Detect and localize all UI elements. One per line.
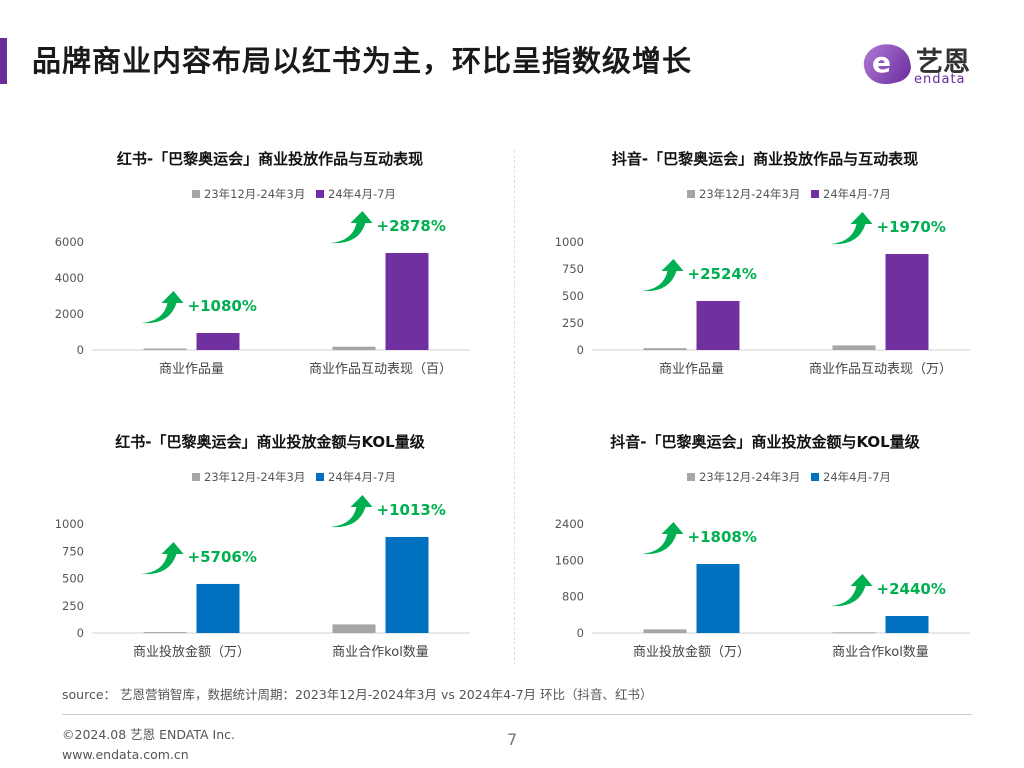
growth-annotation: +1808% [688,528,757,546]
y-tick-label: 0 [77,626,84,640]
x-category-label: 商业作品量 [159,362,224,377]
copyright: ©2024.08 艺恩 ENDATA Inc. [62,727,236,742]
bar [385,536,429,633]
bar [143,348,187,350]
y-tick-label: 250 [62,599,84,613]
bar [332,624,376,633]
x-category-label: 商业作品量 [659,362,724,377]
legend-label: 23年12月-24年3月 [699,187,800,201]
y-tick-label: 750 [62,544,84,558]
growth-annotation: +2878% [377,217,446,235]
legend-swatch [687,190,695,198]
legend-label: 24年4月-7月 [328,470,396,484]
bar [643,629,687,633]
panel-divider [514,150,515,665]
legend-swatch [811,190,819,198]
growth-annotation: +1080% [188,297,257,315]
chart-title: 红书-「巴黎奥运会」商业投放作品与互动表现 [117,150,423,168]
trend-arrow-icon [830,574,873,607]
y-tick-label: 250 [562,316,584,330]
y-tick-label: 0 [577,343,584,357]
page-title: 品牌商业内容布局以红书为主，环比呈指数级增长 [32,44,693,78]
bar [196,583,240,633]
legend-label: 23年12月-24年3月 [204,187,305,201]
bar [885,616,929,633]
y-tick-label: 2000 [55,307,84,321]
bar [143,632,187,634]
legend-label: 24年4月-7月 [823,187,891,201]
x-category-label: 商业合作kol数量 [332,645,429,660]
y-tick-label: 6000 [55,235,84,249]
legend-label: 23年12月-24年3月 [699,470,800,484]
title-accent-bar [0,38,7,84]
growth-annotation: +5706% [188,548,257,566]
x-category-label: 商业作品互动表现（百） [309,362,452,377]
website-link[interactable]: www.endata.com.cn [62,747,189,762]
growth-annotation: +1970% [877,218,946,236]
trend-arrow-icon [141,541,184,575]
bar [832,632,876,634]
bar [332,346,376,350]
y-tick-label: 4000 [55,271,84,285]
bar [885,253,929,350]
legend-label: 24年4月-7月 [328,187,396,201]
x-category-label: 商业投放金额（万） [133,644,250,660]
y-tick-label: 1600 [555,553,584,567]
bar [385,252,429,350]
legend-swatch [316,473,324,481]
logo-letter: e [872,46,891,79]
trend-arrow-icon [330,494,373,528]
x-category-label: 商业作品互动表现（万） [809,362,952,377]
growth-annotation: +2440% [877,580,946,598]
chart-title: 抖音-「巴黎奥运会」商业投放金额与KOL量级 [610,433,920,451]
trend-arrow-icon [830,211,873,245]
logo-en-text: endata [914,72,966,87]
y-tick-label: 1000 [555,235,584,249]
growth-annotation: +2524% [688,265,757,283]
endata-logo: e 艺恩 endata [860,39,988,90]
page-number: 7 [507,730,518,749]
logo-cn-text: 艺恩 [916,47,970,78]
legend-swatch [192,473,200,481]
trend-arrow-icon [141,291,184,324]
bar [643,348,687,350]
source-note: source： 艺恩营销智库，数据统计周期：2023年12月-2024年3月 v… [62,687,653,702]
y-tick-label: 800 [562,590,584,604]
footer-divider [62,714,972,715]
y-tick-label: 0 [577,626,584,640]
legend-swatch [811,473,819,481]
y-tick-label: 2400 [555,517,584,531]
legend-label: 23年12月-24年3月 [204,470,305,484]
growth-annotation: +1013% [377,501,446,519]
bar [832,345,876,350]
x-category-label: 商业投放金额（万） [633,644,750,660]
legend-swatch [316,190,324,198]
legend-label: 24年4月-7月 [823,470,891,484]
legend-swatch [192,190,200,198]
trend-arrow-icon [330,210,373,244]
y-tick-label: 500 [62,572,84,586]
bar [696,564,740,633]
trend-arrow-icon [641,258,684,292]
chart-title: 红书-「巴黎奥运会」商业投放金额与KOL量级 [115,433,425,451]
bar [696,300,740,350]
y-tick-label: 500 [562,289,584,303]
trend-arrow-icon [641,522,684,555]
y-tick-label: 750 [562,262,584,276]
bar [196,333,240,350]
x-category-label: 商业合作kol数量 [832,645,929,660]
y-tick-label: 0 [77,343,84,357]
legend-swatch [687,473,695,481]
chart-title: 抖音-「巴黎奥运会」商业投放作品与互动表现 [612,150,918,168]
y-tick-label: 1000 [55,517,84,531]
